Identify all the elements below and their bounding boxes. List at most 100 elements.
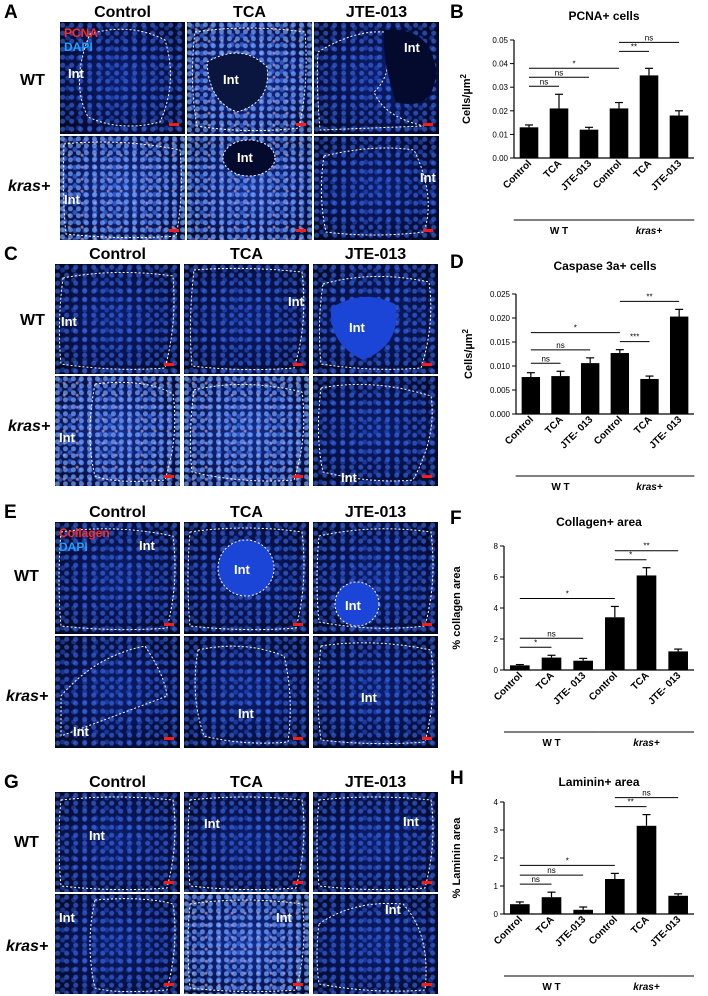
micrograph-c-wt-tca: Int (184, 264, 309, 374)
micrograph-g-wt-tca: Int (184, 792, 309, 892)
micrograph-e-wt-control: Collagen DAPI Int (55, 522, 180, 634)
micrograph-a-kras-tca: Int (187, 136, 312, 240)
category-label: TCA (629, 914, 651, 936)
micrograph-c-wt-jte013: Int (313, 264, 438, 374)
y-axis-label-text: Cells/µm (461, 78, 473, 124)
micrograph-a-wt-tca: Int (187, 22, 312, 134)
group-label: W T (542, 738, 560, 749)
row-label-wt: WT (14, 834, 39, 851)
significance-label: * (574, 324, 577, 333)
scale-bar (164, 623, 174, 626)
significance-label: ns (556, 341, 564, 350)
bar (640, 378, 659, 414)
y-tick-label: 0.05 (492, 36, 508, 45)
micrograph-e-kras-tca: Int (184, 636, 309, 748)
scale-bar (422, 737, 432, 740)
row-label-wt: WT (20, 312, 45, 329)
bar (541, 657, 562, 670)
scale-bar (164, 983, 174, 986)
significance-label: ns (547, 629, 555, 638)
category-label: Control (503, 414, 536, 447)
int-label: Int (288, 294, 304, 309)
int-label: Int (139, 538, 155, 553)
col-header-jte013: JTE-013 (345, 4, 408, 21)
significance-label: * (629, 551, 632, 560)
int-label: Int (234, 562, 250, 577)
scale-bar (293, 881, 303, 884)
y-tick-label: 6 (494, 573, 499, 582)
y-tick-label: 0.00 (492, 154, 508, 163)
y-tick-label: 3 (494, 826, 499, 835)
scale-bar (296, 229, 306, 232)
chart-title: Caspase 3a+ cells (553, 259, 656, 273)
bar (510, 904, 530, 914)
significance-label: * (572, 59, 575, 68)
bar (605, 879, 625, 914)
significance-label: ns (541, 354, 549, 363)
significance-label: * (534, 638, 537, 647)
category-label: TCA (543, 414, 565, 436)
chart-pcna: PCNA+ cells Cells/µm2 0.00 0.01 0.02 0.03 0.04… (459, 9, 695, 237)
significance-label: ** (628, 798, 634, 807)
significance-label: ** (643, 542, 649, 551)
micrograph-g-kras-control: Int (55, 894, 180, 994)
group-label: kras+ (633, 982, 660, 993)
micrograph-e-wt-jte013: Int (313, 522, 438, 634)
y-axis-label: % collagen area (451, 566, 463, 650)
chart-caspase: Caspase 3a+ cells Cells/µm2 0.000 0.005 0.01… (461, 259, 695, 493)
panel-letter-a: A (4, 2, 18, 23)
chart-title: Laminin+ area (558, 775, 639, 789)
micrograph-c-kras-jte013: Int (313, 376, 438, 486)
bar (573, 660, 593, 670)
col-header-control: Control (94, 4, 151, 21)
scale-bar (293, 363, 303, 366)
significance-label: ns (531, 875, 539, 884)
category-label: JTE-013 (649, 158, 684, 193)
bar (551, 376, 570, 414)
micrograph-a-kras-control: Int (60, 136, 185, 240)
category-label: JTE- 013 (551, 670, 588, 707)
group-label: kras+ (633, 738, 660, 749)
bar (541, 897, 562, 914)
chart-title: Collagen+ area (556, 515, 642, 529)
stain-label-pcna: PCNA (64, 26, 99, 40)
category-label: JTE- 013 (558, 414, 595, 451)
y-axis-label: % Laminin area (451, 817, 463, 899)
y-tick-label: 0 (494, 666, 499, 675)
int-label: Int (89, 828, 105, 843)
scale-bar (293, 983, 303, 986)
row-label-kras: kras+ (8, 178, 51, 195)
y-tick-label: 0.005 (490, 386, 511, 395)
micrograph-e-kras-jte013: Int (313, 636, 438, 748)
y-tick-label: 4 (494, 604, 499, 613)
int-label: Int (276, 910, 292, 925)
scale-bar (422, 475, 432, 478)
scale-bar (423, 123, 433, 126)
bar (605, 617, 625, 670)
col-header-tca: TCA (230, 246, 263, 263)
micrograph-g-kras-jte013: Int (313, 894, 438, 994)
int-label: Int (59, 430, 75, 445)
panel-letter-d: D (450, 252, 464, 273)
significance-label: * (566, 856, 569, 865)
scale-bar (169, 229, 179, 232)
col-header-jte013: JTE-013 (344, 246, 407, 263)
scale-bar (164, 881, 174, 884)
int-label: Int (64, 192, 80, 207)
bar (519, 127, 539, 158)
significance-label: ns (645, 33, 653, 42)
category-label: Control (501, 158, 534, 191)
category-label: Control (592, 414, 625, 447)
scale-bar (169, 123, 179, 126)
group-label: kras+ (636, 226, 663, 237)
y-tick-label: 0.04 (492, 60, 508, 69)
row-label-kras: kras+ (8, 418, 51, 435)
int-label: Int (61, 314, 77, 329)
scale-bar (422, 881, 432, 884)
stain-label-dapi: DAPI (64, 40, 93, 54)
panel-letter-c: C (4, 244, 18, 265)
significance-label: * (566, 589, 569, 598)
int-label: Int (349, 320, 365, 335)
micrograph-g-wt-control: Int (55, 792, 180, 892)
y-tick-label: 0 (494, 910, 499, 919)
